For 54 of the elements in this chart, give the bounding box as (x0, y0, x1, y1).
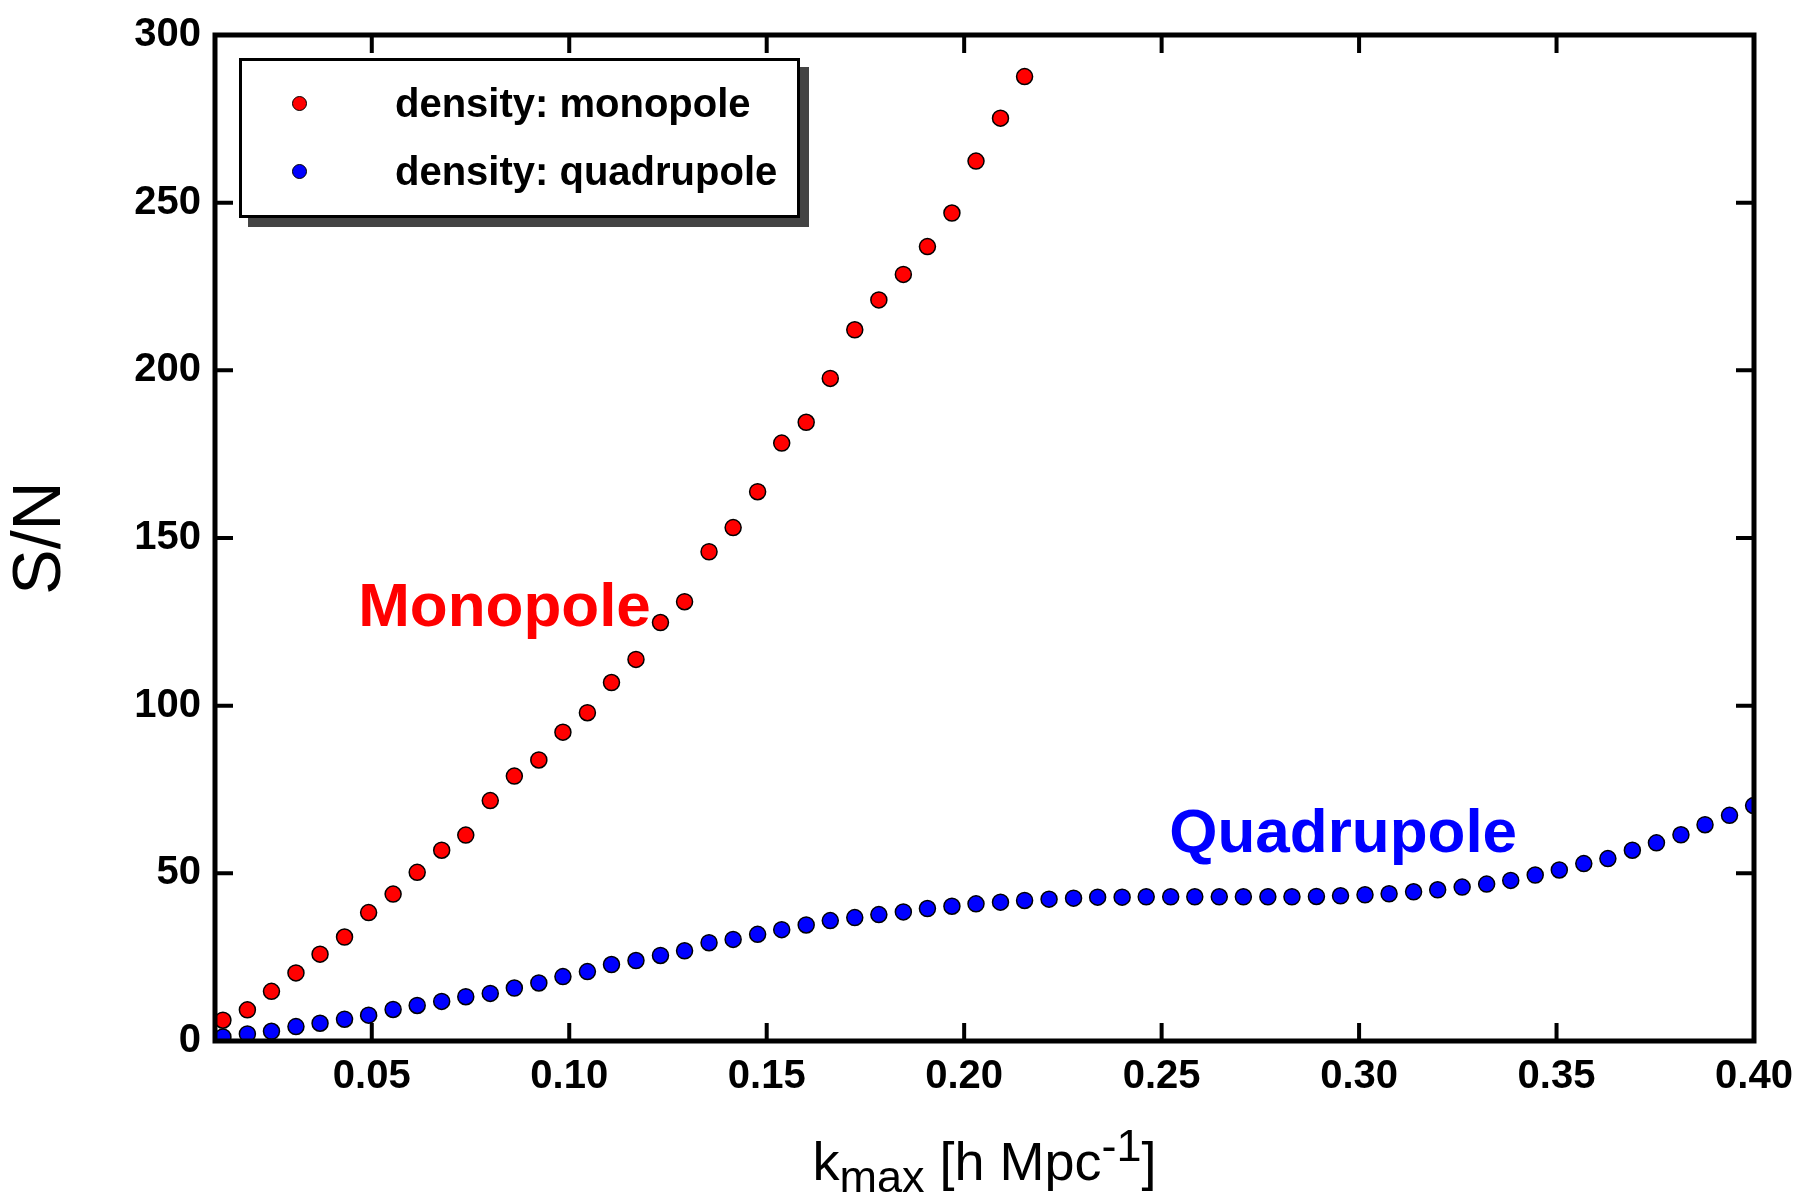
y-tick-label: 50 (156, 848, 201, 893)
y-tick-label: 0 (178, 1016, 201, 1061)
point (481, 791, 500, 810)
y-tick-label: 250 (134, 177, 201, 222)
annotation: Quadrupole (1169, 795, 1518, 865)
point (554, 723, 572, 741)
point (287, 964, 305, 982)
point (311, 945, 329, 963)
point (967, 152, 985, 170)
point (846, 321, 864, 339)
x-tick-label: 0.35 (1517, 1052, 1596, 1097)
point (359, 903, 378, 922)
point (700, 543, 718, 561)
point (748, 482, 767, 501)
y-tick-label: 100 (134, 680, 201, 725)
x-axis-title: k$_{max}$ [h Mpc$^{-1}$] (811, 1120, 1158, 1198)
legend-label: density: quadrupole (395, 148, 778, 194)
point (578, 703, 597, 722)
x-tick-label: 0.10 (530, 1052, 609, 1097)
point (797, 413, 815, 432)
point (894, 265, 913, 284)
point (651, 613, 670, 632)
point (457, 826, 475, 844)
x-tick-label: 0.20 (925, 1052, 1004, 1097)
point (991, 109, 1010, 127)
x-tick-label: 0.40 (1715, 1052, 1793, 1097)
point (432, 841, 451, 859)
point (943, 204, 961, 222)
point (918, 237, 937, 256)
point (384, 885, 402, 903)
y-tick-label: 300 (134, 10, 201, 55)
point (262, 982, 281, 1001)
point (530, 751, 548, 769)
x-tick-label: 0.15 (727, 1052, 806, 1097)
annotation: Monopole (358, 569, 651, 639)
point (627, 650, 645, 669)
y-axis-title: S/N (0, 481, 74, 595)
y-tick-label: 150 (134, 513, 201, 558)
x-tick-label: 0.30 (1320, 1052, 1399, 1097)
point (408, 863, 426, 882)
x-tick-label: 0.05 (332, 1052, 411, 1097)
point (724, 518, 742, 537)
point (335, 928, 354, 946)
point (675, 592, 694, 611)
point (772, 434, 791, 452)
point (1015, 67, 1034, 86)
x-tick-label: 0.25 (1122, 1052, 1201, 1097)
point (821, 369, 840, 388)
point (602, 673, 621, 692)
legend-label: density: monopole (395, 80, 751, 126)
point (870, 291, 888, 309)
point (238, 1001, 257, 1019)
y-tick-label: 200 (134, 345, 201, 390)
point (505, 767, 524, 785)
